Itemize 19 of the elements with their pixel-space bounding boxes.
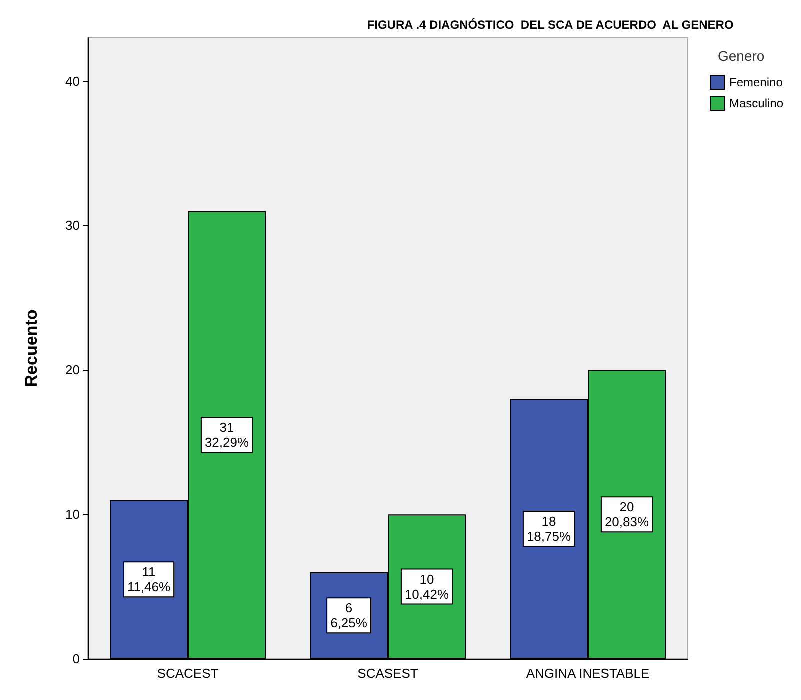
y-tick-label: 20 (66, 362, 80, 378)
data-label: 11 11,46% (127, 564, 171, 595)
data-label: 31 32,29% (204, 420, 250, 450)
chart-title: FIGURA .4 DIAGNÓSTICO DEL SCA DE ACUERDO AL GENERO (367, 18, 734, 32)
legend-label: Masculino (730, 96, 784, 110)
data-label: 18 18,75% (526, 514, 572, 544)
y-tick-label: 10 (66, 507, 80, 522)
data-label: 6 6,25% (330, 600, 368, 631)
y-tick-label: 30 (66, 218, 80, 234)
x-tick-label: SCASEST (358, 666, 418, 681)
x-tick-label: SCACEST (157, 666, 219, 681)
y-tick-label: 40 (66, 74, 80, 89)
data-label: 10 10,42% (404, 572, 450, 602)
data-label: 20 20,83% (604, 500, 650, 530)
y-axis-title: Recuento (22, 310, 41, 388)
legend-label: Femenino (730, 76, 784, 90)
legend-title: Genero (718, 48, 765, 64)
x-tick-label: ANGINA INESTABLE (526, 666, 650, 681)
y-tick-label: 0 (72, 652, 80, 666)
